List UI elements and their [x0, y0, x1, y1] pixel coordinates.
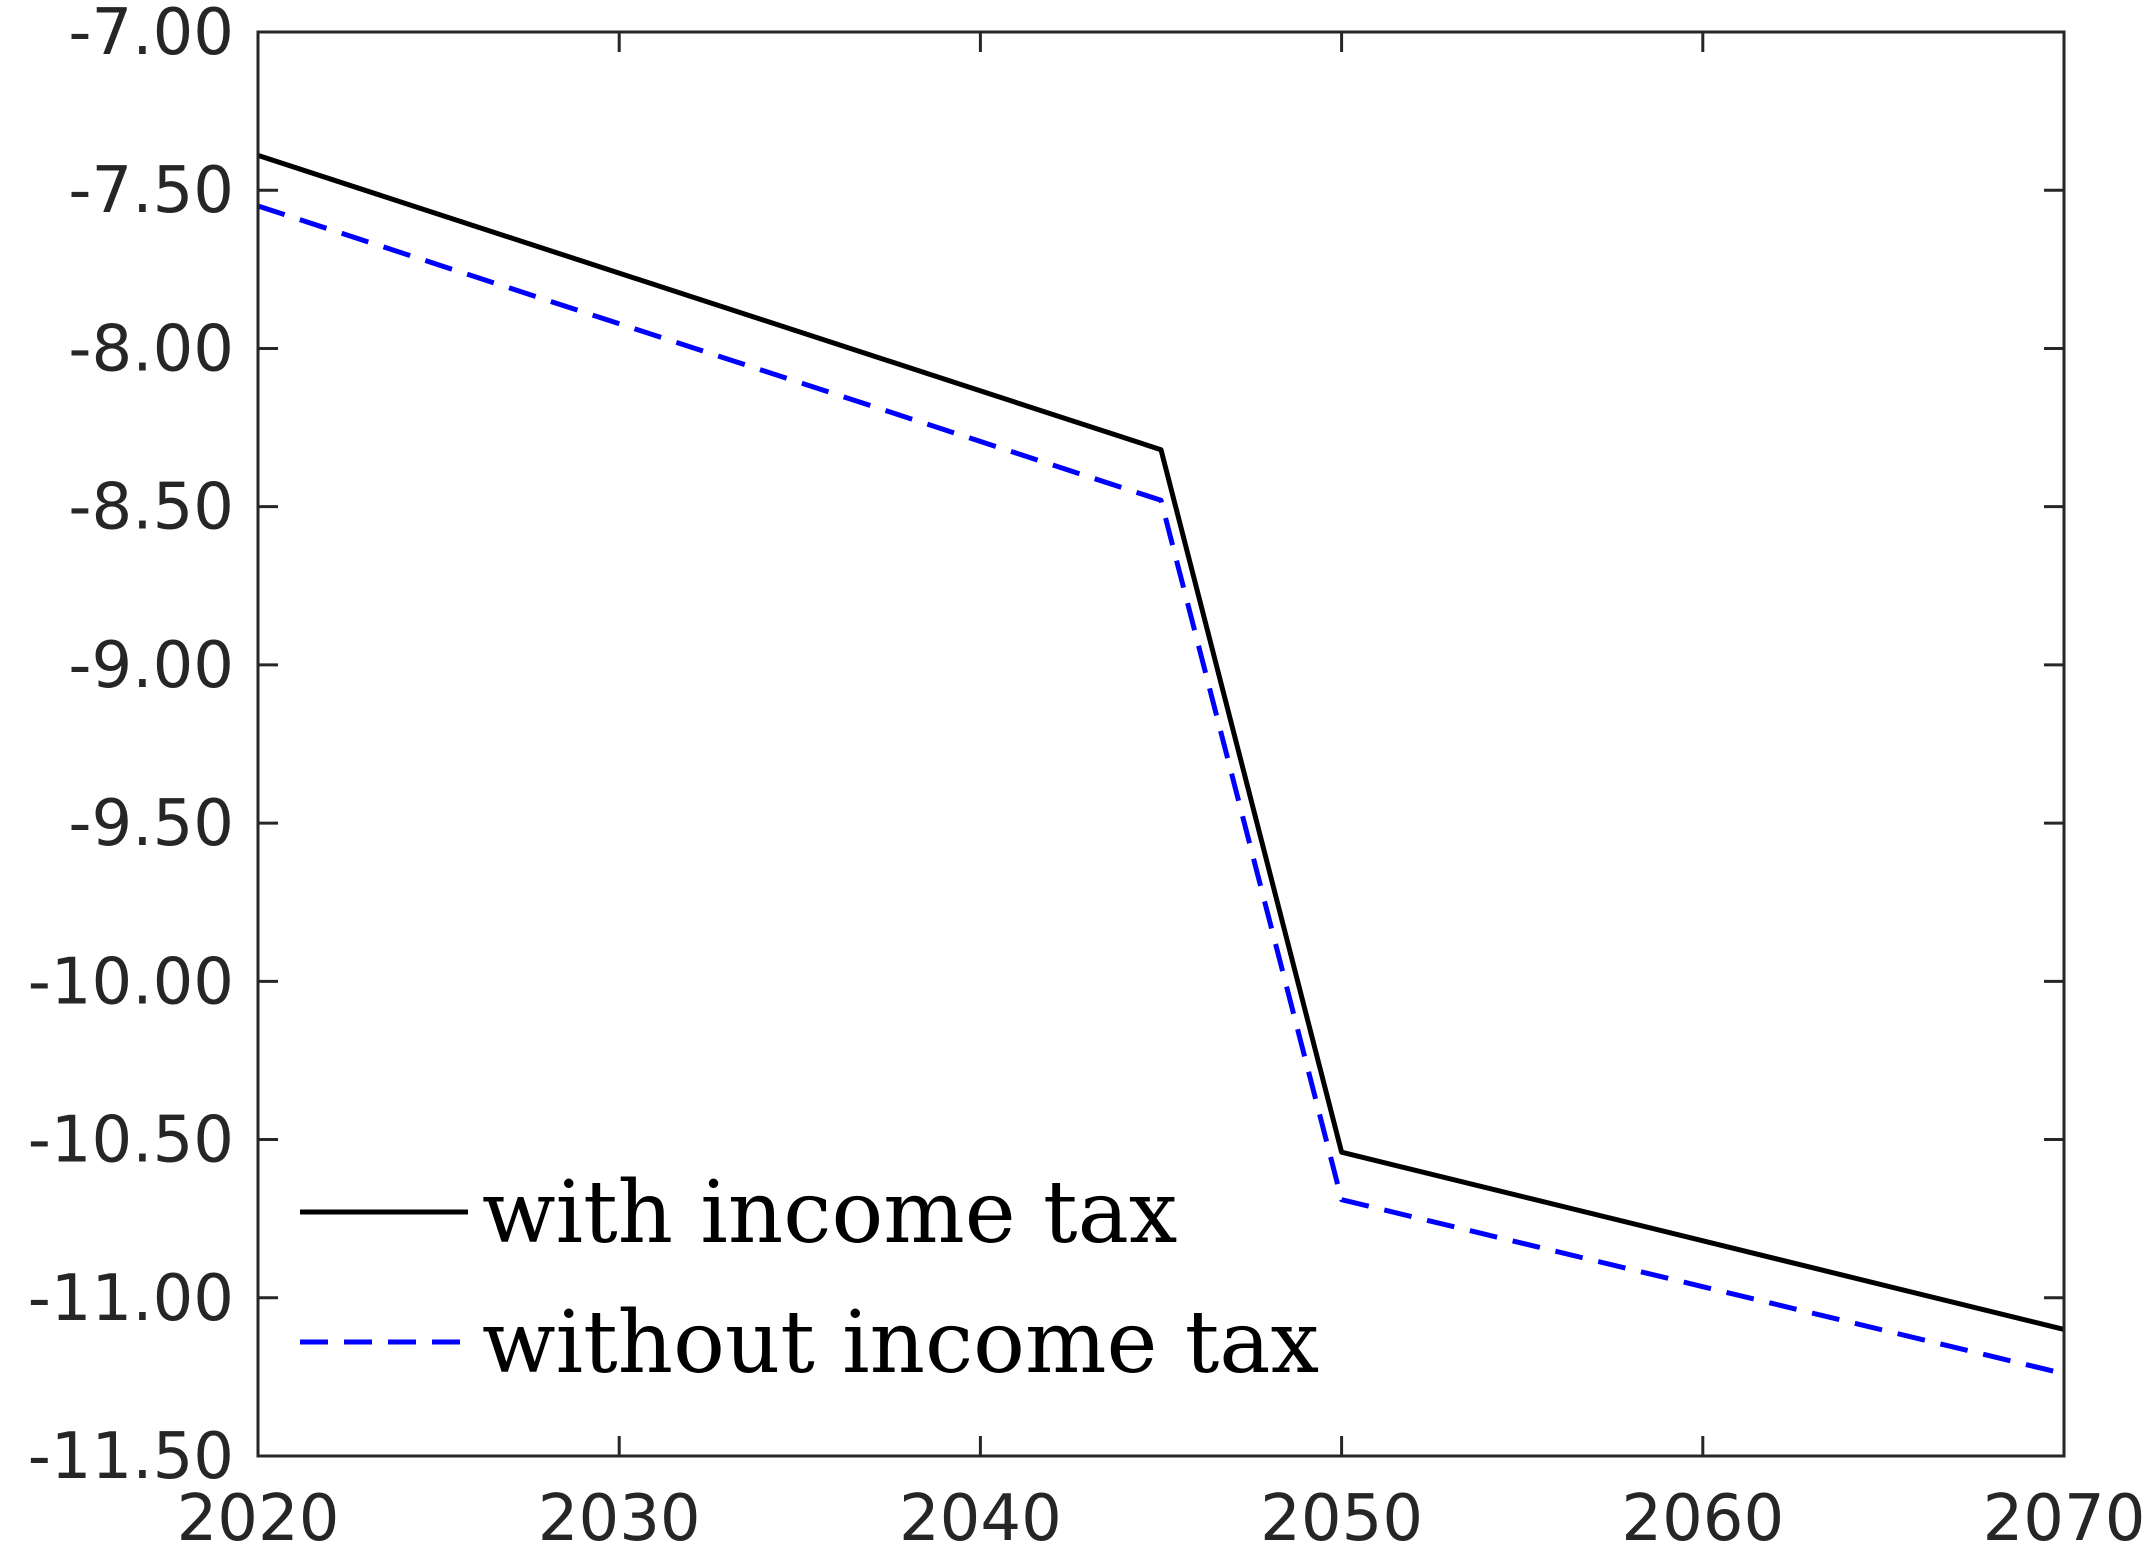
y-tick-label: -11.50 — [28, 1420, 234, 1494]
legend: with income tax without income tax — [300, 1163, 1319, 1393]
series-line-1 — [257, 153, 2065, 1332]
y-tick-label: -11.00 — [28, 1262, 234, 1336]
y-tick-label: -10.00 — [28, 945, 234, 1019]
plot-area — [258, 32, 2064, 1456]
x-tick-label: 2040 — [899, 1482, 1062, 1554]
y-tick-label: -8.00 — [68, 312, 234, 386]
plot-frame — [256, 30, 2066, 1458]
y-tick-label: -10.50 — [28, 1104, 234, 1178]
y-tick-label: -7.00 — [68, 0, 234, 70]
y-tick-label: -9.00 — [68, 629, 234, 703]
x-tick-label: 2020 — [177, 1482, 340, 1554]
legend-label-2: without income tax — [482, 1293, 1319, 1393]
plot-layer — [258, 32, 2064, 1456]
y-tick-label: -8.50 — [68, 471, 234, 545]
x-tick-label: 2060 — [1621, 1482, 1784, 1554]
legend-label-1: with income tax — [482, 1163, 1177, 1263]
series-layer — [257, 153, 2065, 1377]
x-tick-label: 2030 — [538, 1482, 701, 1554]
x-tick-label: 2070 — [1983, 1482, 2146, 1554]
y-tick-label: -9.50 — [68, 787, 234, 861]
series-line-2 — [257, 203, 2065, 1377]
axes-layer: 2020 2030 2040 2050 2060 2070 -7.00 -7.50 -8.00 -… — [28, 0, 2146, 1556]
x-tick-label: 2050 — [1260, 1482, 1423, 1554]
y-tick-label: -7.50 — [68, 154, 234, 228]
